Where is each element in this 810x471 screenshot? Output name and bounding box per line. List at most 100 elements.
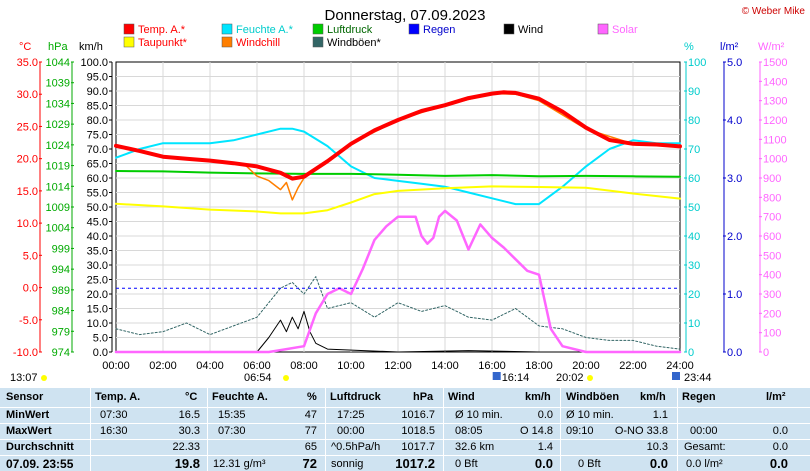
legend-label: Regen — [423, 24, 455, 36]
solar-tick: 600 — [763, 231, 781, 243]
pressure-tick: 984 — [52, 306, 70, 318]
pressure-tick: 1014 — [46, 181, 70, 193]
wind-tick: 65.0 — [87, 159, 108, 171]
time-tick: 14:00 — [431, 360, 459, 372]
chart-series — [114, 90, 682, 354]
wind-tick: 30.0 — [87, 260, 108, 272]
series-line-taupunkt — [115, 185, 681, 215]
solar-tick: 400 — [763, 270, 781, 282]
pressure-min-time: 17:25 — [337, 409, 365, 421]
current-row-label: 07.09. 23:55 — [6, 457, 74, 471]
gusts-current-value: 0.0 — [649, 456, 668, 471]
wind-avg10-value: 0.0 — [537, 409, 553, 421]
pressure-tick: 979 — [52, 326, 70, 338]
pressure-unit: hPa — [413, 391, 434, 403]
humidity-tick: 90 — [688, 86, 700, 98]
rain-unit: l/m² — [766, 391, 786, 403]
temp-tick: 30.0 — [17, 89, 38, 101]
wind-tick: 95.0 — [87, 72, 108, 84]
moon-icon — [492, 372, 501, 380]
wind-tick: 55.0 — [87, 188, 108, 200]
pressure-tick: 1044 — [46, 57, 70, 69]
moonrise-time: 13:07 — [10, 372, 38, 384]
rain-tick: 5.0 — [727, 57, 742, 69]
time-tick: 02:00 — [149, 360, 177, 372]
rain-tick: 3.0 — [727, 173, 742, 185]
humidity-tick: 100 — [688, 57, 706, 69]
time-tick: 24:00 — [666, 360, 694, 372]
pressure-tick: 999 — [52, 243, 70, 255]
series-line-wind — [115, 310, 681, 353]
humidity-absolute: 12.31 g/m³ — [213, 458, 266, 470]
series-line-windben — [115, 276, 681, 350]
pressure-max-time: 00:00 — [337, 425, 365, 437]
gusts-unit: km/h — [640, 391, 666, 403]
wind-tick: 90.0 — [87, 86, 108, 98]
humidity-tick: 60 — [688, 173, 700, 185]
temp-unit: °C — [185, 391, 198, 403]
weather-chart: 35.0 30.0 25.0 20.0 15.0 10.0 5.0 0.0 -5.0 -10.0 1… — [10, 6, 805, 384]
humidity-max-time: 07:30 — [218, 425, 246, 437]
legend-label: Feuchte A.* — [236, 24, 294, 36]
pressure-min-value: 1016.7 — [401, 409, 435, 421]
pressure-tick: 1029 — [46, 119, 70, 131]
solar-tick: 800 — [763, 192, 781, 204]
legend-label: Wind — [518, 24, 543, 36]
rain-max-time: 00:00 — [690, 425, 718, 437]
temp-max-value: 30.3 — [178, 425, 200, 437]
solar-min-time: 16:14 — [502, 372, 530, 384]
gusts-avg10-label: Ø 10 min. — [566, 409, 614, 421]
wind-tick: 100.0 — [80, 57, 108, 69]
humidity-avg-value: 65 — [304, 441, 317, 453]
sun-icon — [41, 375, 47, 381]
time-tick: 04:00 — [196, 360, 224, 372]
wind-tick: 50.0 — [87, 202, 108, 214]
series-line-tempa — [114, 90, 682, 181]
rain-tick: 2.0 — [727, 231, 742, 243]
legend-label: Luftdruck — [327, 24, 373, 36]
sunset-icon — [587, 375, 593, 381]
wind-tick: 70.0 — [87, 144, 108, 156]
humidity-current-value: 72 — [302, 456, 317, 471]
temp-tick: 5.0 — [23, 250, 38, 262]
humidity-min-time: 15:35 — [218, 409, 246, 421]
time-tick: 20:00 — [572, 360, 600, 372]
pressure-unit-label: hPa — [48, 41, 68, 53]
legend-swatch — [221, 23, 233, 35]
legend-swatch — [312, 36, 324, 48]
humidity-header: Feuchte A. — [212, 391, 268, 403]
min-row-label: MinWert — [6, 409, 50, 421]
chart-grid — [115, 61, 681, 353]
temp-tick: -10.0 — [13, 347, 38, 359]
time-tick: 06:00 — [243, 360, 271, 372]
humidity-tick: 10 — [688, 318, 700, 330]
pressure-header: Luftdruck — [330, 391, 381, 403]
temp-unit-label: °C — [19, 41, 31, 53]
wind-tick: 40.0 — [87, 231, 108, 243]
humidity-max-value: 77 — [304, 425, 317, 437]
humidity-unit-label: % — [684, 41, 694, 53]
legend-label: Temp. A.* — [138, 24, 186, 36]
sunset-time: 20:02 — [556, 372, 584, 384]
legend-label: Windböen* — [327, 37, 382, 49]
legend-label: Windchill — [236, 37, 280, 49]
pressure-tick: 1009 — [46, 202, 70, 214]
temp-tick: 35.0 — [17, 57, 38, 69]
humidity-tick: 30 — [688, 260, 700, 272]
series-line-feuchtea — [115, 127, 681, 206]
rain-tick: 0.0 — [727, 347, 742, 359]
sunrise-time: 06:54 — [244, 372, 272, 384]
solar-tick: 200 — [763, 308, 781, 320]
humidity-tick: 50 — [688, 202, 700, 214]
time-tick: 16:00 — [478, 360, 506, 372]
temp-header: Temp. A. — [95, 391, 141, 403]
wind-current-value: 0.0 — [534, 456, 553, 471]
temp-tick: 25.0 — [17, 121, 38, 133]
statistics-table: Sensor MinWert MaxWert Durchschnitt 07.0… — [0, 388, 810, 471]
rain-tick: 1.0 — [727, 289, 742, 301]
series-line-luftdruck — [115, 170, 681, 178]
temp-tick: -5.0 — [19, 315, 38, 327]
wind-tick: 15.0 — [87, 304, 108, 316]
time-tick: 12:00 — [384, 360, 412, 372]
wind-bft: 0 Bft — [455, 458, 478, 470]
